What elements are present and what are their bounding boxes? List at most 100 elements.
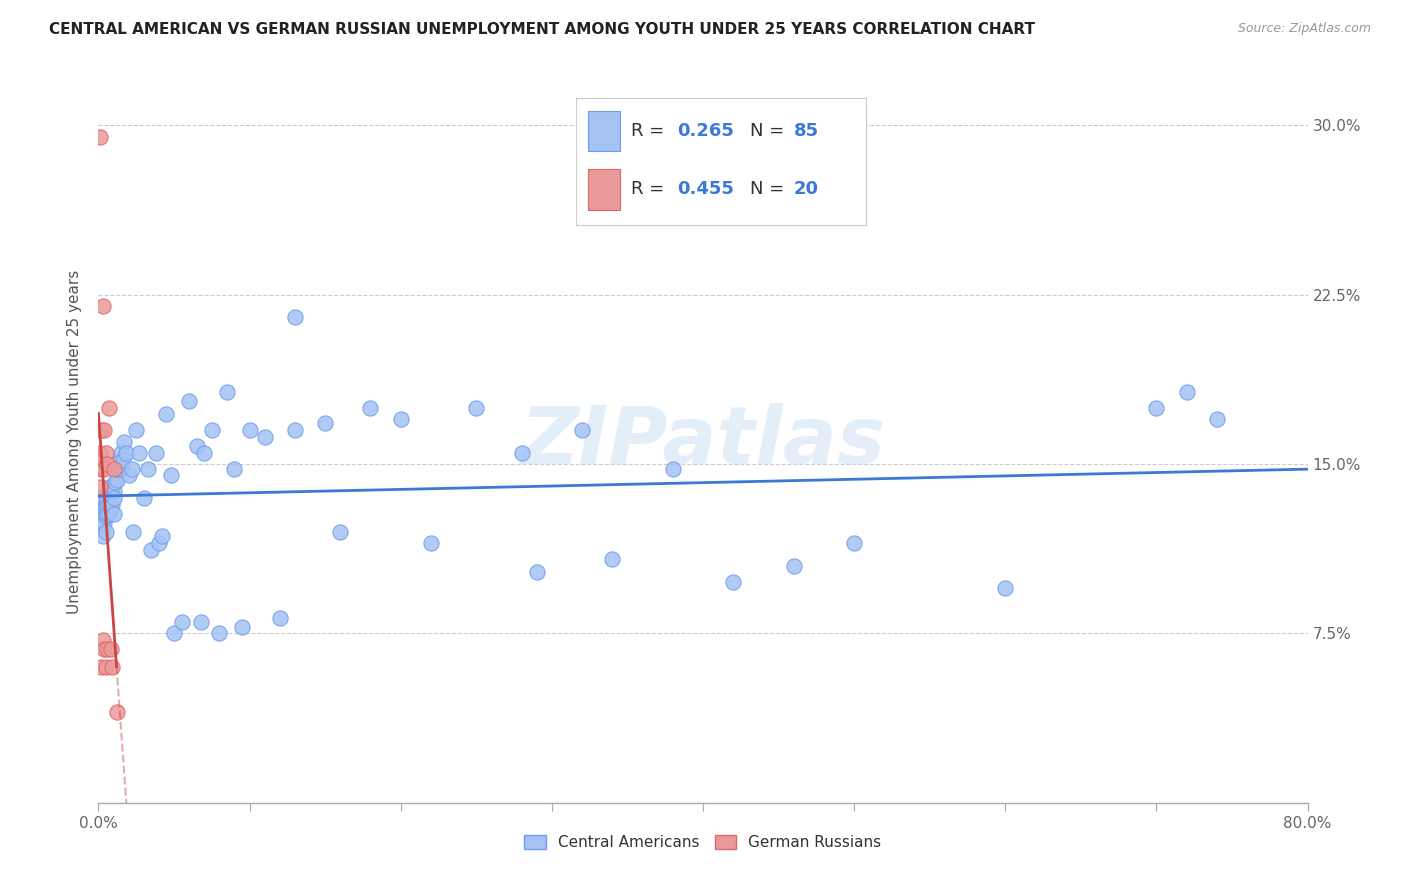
Point [215,384,238,399]
Point [91,529,114,543]
Point [360,401,382,415]
Point [93,461,115,475]
Point [723,574,745,589]
Point [155,408,177,422]
Point [100,502,122,516]
Point [104,475,127,490]
Point [110,446,132,460]
Point [90,498,112,512]
Point [190,615,212,630]
Point [90,423,112,437]
Point [110,461,132,475]
Point [1144,401,1167,415]
Point [91,520,114,534]
Point [90,514,112,528]
Point [89,129,111,144]
Point [103,484,125,499]
Point [101,660,124,674]
Point [526,566,548,580]
Point [571,423,593,437]
Point [465,401,488,415]
Point [208,626,231,640]
Point [186,439,208,453]
Point [94,446,117,460]
Point [160,468,183,483]
Point [101,498,124,512]
Point [269,610,291,624]
Point [100,484,122,499]
Point [98,495,121,509]
Point [96,491,118,505]
Point [170,615,193,630]
Y-axis label: Unemployment Among Youth under 25 years: Unemployment Among Youth under 25 years [67,269,83,614]
Point [89,446,111,460]
Point [93,642,115,657]
Text: ZIPatlas: ZIPatlas [520,402,886,481]
Point [163,626,186,640]
Point [90,502,112,516]
Point [94,660,117,674]
Point [100,642,122,657]
Point [114,446,136,460]
Point [994,582,1017,596]
Point [510,446,533,460]
Point [145,446,167,460]
Point [96,507,118,521]
Point [103,461,125,475]
Point [141,542,163,557]
Point [783,558,806,573]
Point [125,423,148,437]
Point [94,524,117,539]
Point [89,491,111,505]
Point [284,310,307,325]
Point [105,706,128,720]
Legend: Central Americans, German Russians: Central Americans, German Russians [519,830,887,856]
Point [121,461,143,475]
Point [329,524,352,539]
Point [122,524,145,539]
Point [1175,384,1198,399]
Point [108,452,131,467]
Point [101,480,124,494]
Point [128,446,150,460]
Point [96,642,118,657]
Point [90,461,112,475]
Point [602,552,624,566]
Point [253,430,276,444]
Point [91,495,114,509]
Point [89,507,111,521]
Point [91,507,114,521]
Point [224,461,246,475]
Point [150,529,173,543]
Point [90,660,112,674]
Text: Source: ZipAtlas.com: Source: ZipAtlas.com [1237,22,1371,36]
Text: CENTRAL AMERICAN VS GERMAN RUSSIAN UNEMPLOYMENT AMONG YOUTH UNDER 25 YEARS CORRE: CENTRAL AMERICAN VS GERMAN RUSSIAN UNEMP… [49,22,1035,37]
Point [231,620,253,634]
Point [136,461,159,475]
Point [420,536,443,550]
Point [93,491,115,505]
Point [314,417,336,431]
Point [94,502,117,516]
Point [239,423,262,437]
Point [389,412,412,426]
Point [148,536,170,550]
Point [105,473,128,487]
Point [118,468,141,483]
Point [91,633,114,648]
Point [112,434,135,449]
Point [98,401,121,415]
Point [179,393,201,408]
Point [103,507,125,521]
Point [96,457,118,471]
Point [201,423,224,437]
Point [98,480,121,494]
Point [91,299,114,313]
Point [132,491,155,505]
Point [107,461,129,475]
Point [661,461,683,475]
Point [94,509,117,524]
Point [111,452,134,467]
Point [94,498,117,512]
Point [284,423,307,437]
